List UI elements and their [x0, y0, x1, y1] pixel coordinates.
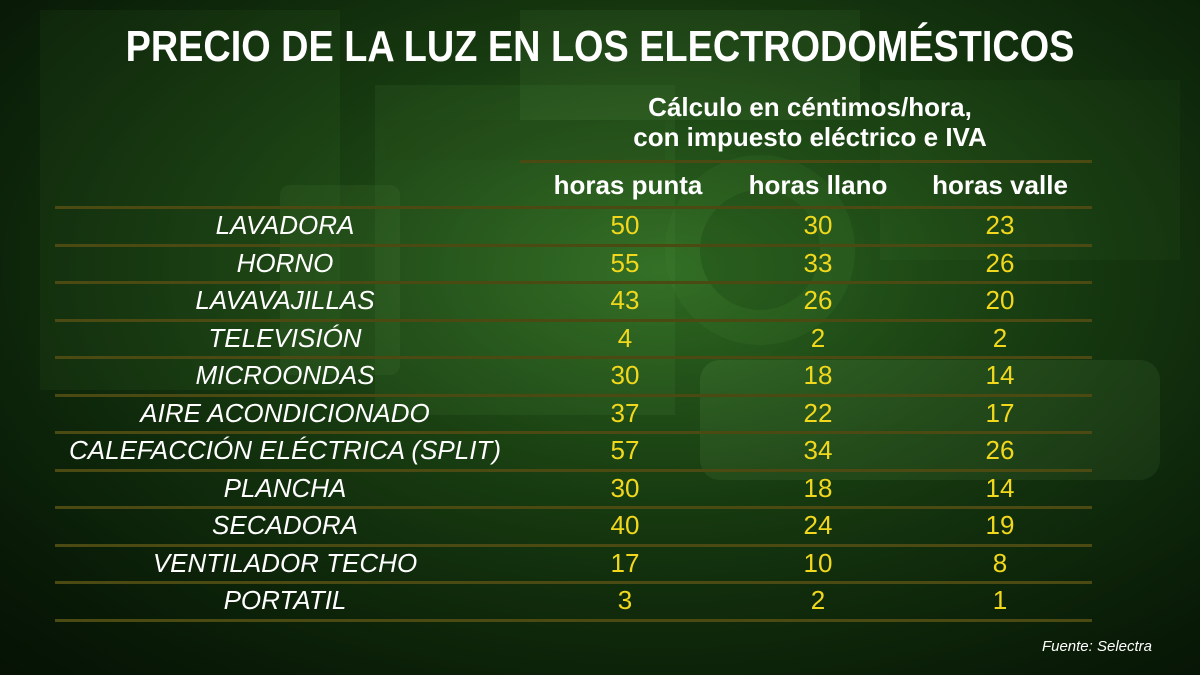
- value-cell: 30: [610, 473, 640, 503]
- value-cell: 43: [610, 285, 640, 315]
- row-rule: [55, 319, 1092, 322]
- value-cell: 50: [610, 210, 640, 240]
- chart-subtitle: Cálculo en céntimos/hora, con impuesto e…: [560, 92, 1060, 152]
- column-header: horas valle: [932, 170, 1068, 200]
- value-cell: 26: [985, 435, 1015, 465]
- row-label: MICROONDAS: [195, 360, 375, 390]
- value-cell: 23: [985, 210, 1015, 240]
- row-label: AIRE ACONDICIONADO: [140, 398, 430, 428]
- value-cell: 37: [610, 398, 640, 428]
- value-cell: 20: [985, 285, 1015, 315]
- row-rule: [55, 244, 1092, 247]
- row-label: PLANCHA: [223, 473, 347, 503]
- value-cell: 2: [992, 323, 1008, 353]
- row-rule: [55, 394, 1092, 397]
- value-cell: 40: [610, 510, 640, 540]
- source-note: Fuente: Selectra: [1041, 638, 1152, 655]
- value-cell: 26: [985, 248, 1015, 278]
- value-cell: 17: [985, 398, 1015, 428]
- row-rule: [55, 506, 1092, 509]
- row-label: VENTILADOR TECHO: [152, 548, 418, 578]
- value-cell: 19: [985, 510, 1015, 540]
- subtitle-line-1: Cálculo en céntimos/hora,: [648, 92, 972, 122]
- value-cell: 1: [992, 585, 1008, 615]
- value-cell: 10: [803, 548, 833, 578]
- value-cell: 2: [810, 585, 826, 615]
- value-cell: 30: [803, 210, 833, 240]
- column-header: horas punta: [553, 170, 703, 200]
- row-rule: [55, 431, 1092, 434]
- value-cell: 14: [985, 360, 1015, 390]
- header-rule: [520, 160, 1092, 163]
- value-cell: 24: [803, 510, 833, 540]
- value-cell: 2: [810, 323, 826, 353]
- value-cell: 18: [803, 360, 833, 390]
- row-label: TELEVISIÓN: [208, 323, 362, 353]
- row-rule: [55, 581, 1092, 584]
- value-cell: 17: [610, 548, 640, 578]
- value-cell: 14: [985, 473, 1015, 503]
- value-cell: 57: [610, 435, 640, 465]
- column-header: horas llano: [748, 170, 888, 200]
- row-label: CALEFACCIÓN ELÉCTRICA (SPLIT): [69, 435, 501, 465]
- row-label: LAVAVAJILLAS: [195, 285, 375, 315]
- row-rule: [55, 619, 1092, 622]
- row-rule: [55, 356, 1092, 359]
- row-rule: [55, 469, 1092, 472]
- value-cell: 22: [803, 398, 833, 428]
- value-cell: 55: [610, 248, 640, 278]
- value-cell: 34: [803, 435, 833, 465]
- value-cell: 18: [803, 473, 833, 503]
- row-rule: [55, 281, 1092, 284]
- page-title: PRECIO DE LA LUZ EN LOS ELECTRODOMÉSTICO…: [125, 22, 1075, 71]
- value-cell: 4: [617, 323, 633, 353]
- value-cell: 3: [617, 585, 633, 615]
- row-label: SECADORA: [212, 510, 358, 540]
- row-label: HORNO: [236, 248, 334, 278]
- value-cell: 30: [610, 360, 640, 390]
- value-cell: 26: [803, 285, 833, 315]
- value-cell: 8: [992, 548, 1008, 578]
- row-rule: [55, 544, 1092, 547]
- value-cell: 33: [803, 248, 833, 278]
- row-label: PORTATIL: [223, 585, 347, 615]
- subtitle-line-2: con impuesto eléctrico e IVA: [633, 122, 987, 152]
- row-label: LAVADORA: [215, 210, 355, 240]
- row-rule: [55, 206, 1092, 209]
